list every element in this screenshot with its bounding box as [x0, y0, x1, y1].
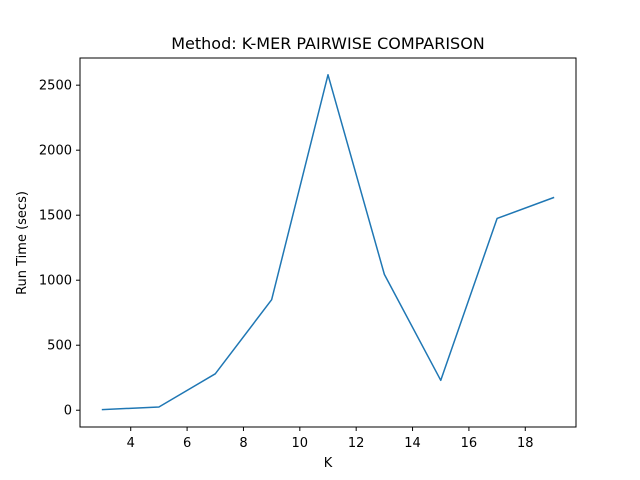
x-tick-label: 16: [461, 436, 478, 451]
x-tick-label: 4: [127, 436, 135, 451]
y-tick-label: 500: [47, 339, 72, 354]
x-tick-label: 14: [404, 436, 421, 451]
axes-frame: [79, 57, 577, 428]
y-tick-label: 2000: [39, 144, 72, 159]
y-tick-label: 1000: [39, 274, 72, 289]
y-tick-label: 2500: [39, 79, 72, 94]
plot-area: [79, 57, 577, 428]
x-tick-label: 8: [239, 436, 247, 451]
x-axis-ticks: 4 6 8 10 12 14 16 18: [127, 427, 534, 451]
x-tick-label: 12: [348, 436, 365, 451]
y-axis-label: Run Time (secs): [15, 191, 30, 295]
series-line-1: [101, 74, 555, 411]
y-tick-label: 1500: [39, 209, 72, 224]
x-tick-label: 6: [183, 436, 191, 451]
y-tick-label: 0: [64, 404, 72, 419]
chart-title: Method: K-MER PAIRWISE COMPARISON: [171, 34, 485, 53]
x-tick-label: 10: [292, 436, 309, 451]
y-axis-ticks: 0 500 1000 1500 2000 2500: [39, 79, 80, 419]
x-axis-label: K: [324, 456, 333, 471]
x-tick-label: 18: [517, 436, 534, 451]
